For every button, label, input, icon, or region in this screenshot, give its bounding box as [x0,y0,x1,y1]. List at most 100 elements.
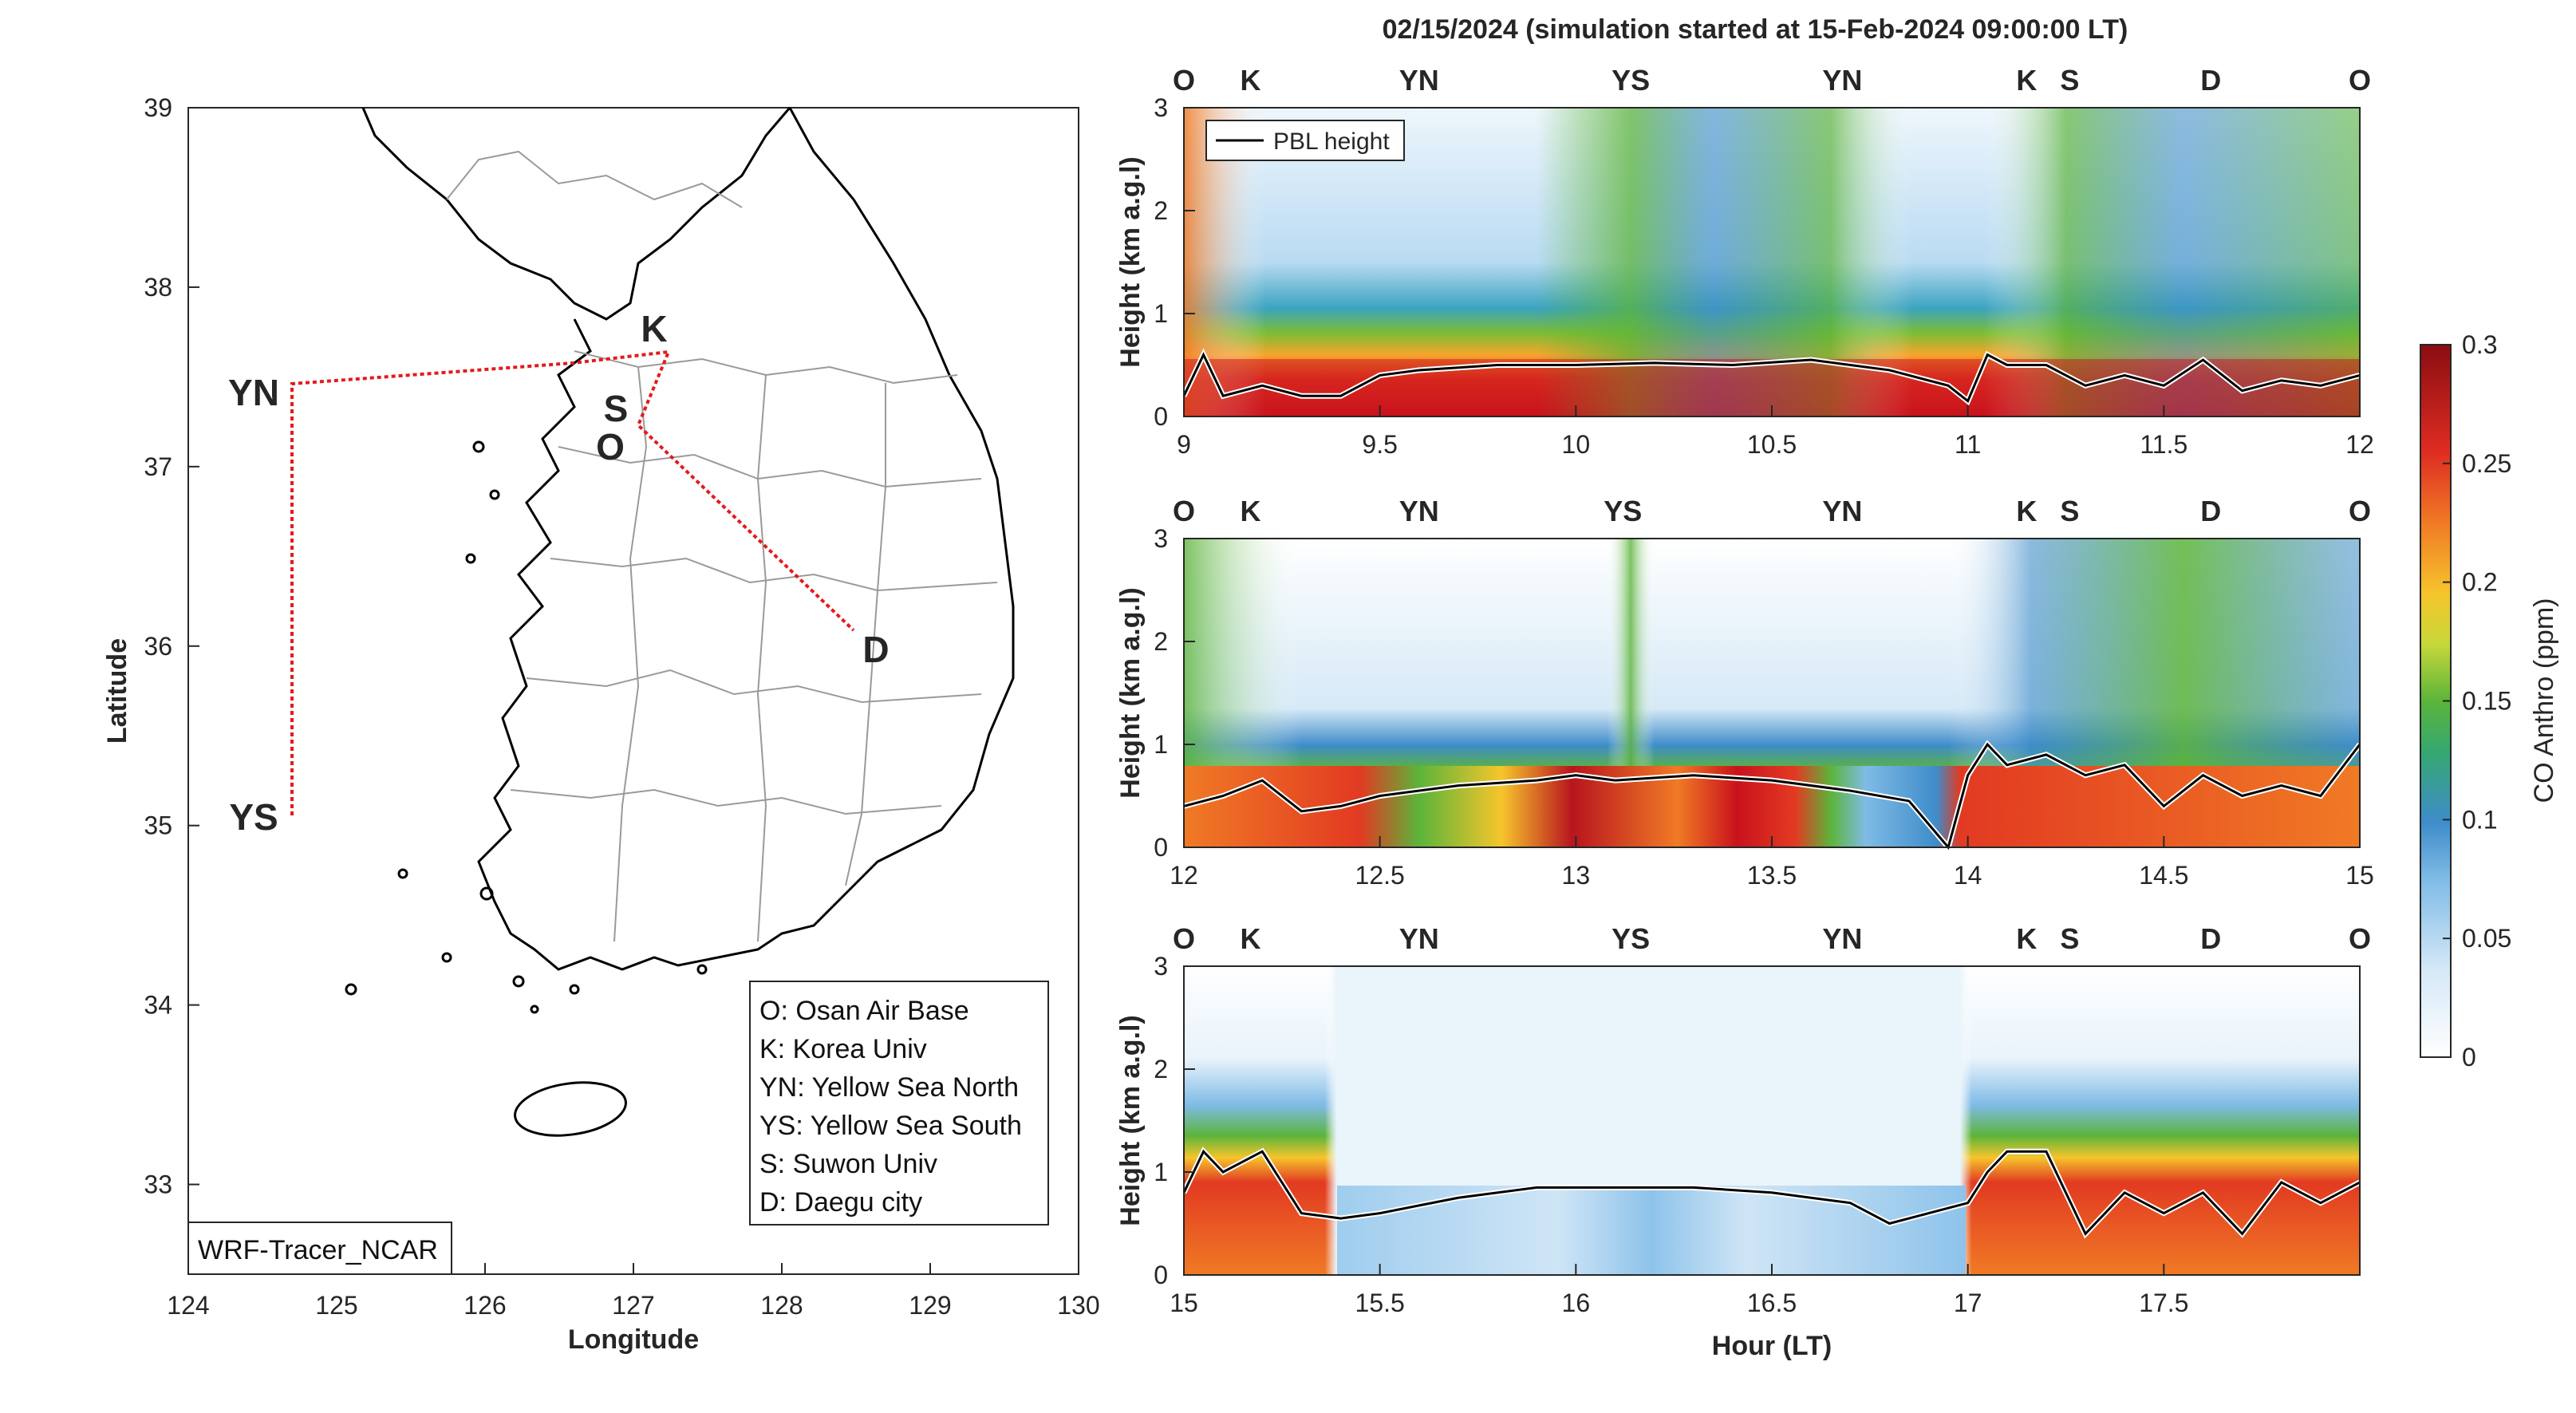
panel-xtick-label: 11.5 [2140,430,2187,459]
panel-xtick-label: 12 [1170,861,1198,890]
map-label-k: K [641,308,667,349]
panel-ytick-label: 2 [1154,1055,1168,1083]
map-ytick-label: 38 [144,273,172,302]
map-label-ys: YS [229,796,278,838]
panel-ytick-label: 0 [1154,1261,1168,1289]
panel-xtick-label: 15 [1170,1289,1198,1317]
map-xtick-label: 128 [760,1291,803,1320]
panel-ylabel: Height (km a.g.l) [1115,1015,1146,1226]
panel-xtick-label: 10.5 [1747,430,1797,459]
colorbar-tick-label: 0.05 [2462,924,2511,953]
site-marker-label: K [2016,64,2037,97]
site-marker-label: D [2200,922,2221,955]
site-marker-label: S [2060,495,2079,527]
site-marker-label: K [2016,495,2037,527]
site-marker-label: YN [1822,495,1862,527]
panel-ytick-label: 3 [1154,524,1168,553]
panel-ytick-label: 3 [1154,952,1168,981]
colorbar-tick-label: 0.2 [2462,568,2497,597]
map-landmass [361,107,1015,971]
site-marker-label: S [2060,922,2079,955]
panel-xtick-label: 15.5 [1355,1289,1405,1317]
pbl-height-line [1182,352,2361,404]
panel-xtick-label: 10 [1562,430,1591,459]
panel-xtick-label: 14 [1954,861,1982,890]
map-ticks: 124 125 126 127 128 129 130 33 34 35 36 37 38 39 [144,93,1099,1320]
map-xtick-label: 125 [315,1291,357,1320]
panel-ytick-label: 3 [1154,93,1168,122]
map-ylabel: Latitude [102,638,132,744]
site-marker-label: S [2060,64,2079,97]
panel-xtick-label: 16.5 [1747,1289,1797,1317]
panel-ytick-label: 1 [1154,299,1168,328]
panel-ytick-label: 0 [1154,402,1168,431]
model-tag: WRF-Tracer_NCAR [187,1222,452,1275]
panel-ytick-label: 0 [1154,833,1168,862]
site-marker-label: K [1241,495,1261,527]
pbl-legend-label: PBL height [1273,128,1390,155]
panel-xtick-label: 12.5 [1355,861,1405,890]
map-label-o: O [596,426,625,468]
map-xtick-label: 124 [167,1291,209,1320]
legend-item: YN: Yellow Sea North [759,1072,1019,1103]
site-marker-label: O [1173,64,1195,97]
colorbar-ticks: 0 0.05 0.1 0.15 0.2 0.25 0.3 [2443,330,2511,1072]
site-marker-label: K [2016,922,2037,955]
legend-item: YS: Yellow Sea South [759,1111,1022,1141]
colorbar-tick-label: 0.1 [2462,805,2497,834]
panel-xtick-label: 16 [1562,1289,1591,1317]
curtain-panel-3 [1184,966,2360,1275]
pbl-height-line [1183,742,2361,851]
map-ytick-label: 34 [144,991,172,1020]
panel-xtick-label: 12 [2345,430,2374,459]
map-label-d: D [862,629,889,670]
site-marker-label: D [2200,64,2221,97]
site-marker-label: K [1241,64,1261,97]
panel3-surface-layer [1337,1186,1966,1275]
figure-title: 02/15/2024 (simulation started at 15-Feb… [1383,14,2128,45]
map-ytick-label: 35 [144,811,172,840]
legend-item: K: Korea Univ [759,1034,927,1064]
site-marker-label: YN [1399,495,1439,527]
site-marker-label: YN [1399,64,1439,97]
site-marker-label: O [1173,495,1195,527]
legend-item: D: Daegu city [759,1187,922,1218]
site-marker-label: O [1173,922,1195,955]
site-marker-label: YN [1822,922,1862,955]
map-xtick-label: 129 [909,1291,951,1320]
site-marker-label: D [2200,495,2221,527]
panel-xtick-label: 14.5 [2139,861,2188,890]
panel-xtick-label: 17 [1954,1289,1982,1317]
panel-ytick-label: 1 [1154,1158,1168,1186]
site-marker-label: YN [1399,922,1439,955]
colorbar-tick-label: 0.3 [2462,330,2497,359]
pbl-height-line [1182,1149,2361,1237]
site-marker-label: K [1241,922,1261,955]
colorbar-tick-label: 0.25 [2462,449,2511,478]
map-panel: 124 125 126 127 128 129 130 33 34 35 36 37 38 39 YN [102,93,1100,1355]
map-label-s: S [604,388,629,429]
colorbar: 0 0.05 0.1 0.15 0.2 0.25 0.3 CO Anthro (ppm) [2420,330,2559,1072]
map-xtick-label: 130 [1057,1291,1099,1320]
panel-ytick-label: 1 [1154,730,1168,759]
panel-xtick-label: 9 [1177,430,1191,459]
panel-xtick-label: 17.5 [2139,1289,2188,1317]
map-ytick-label: 37 [144,452,172,481]
flight-route [290,349,855,815]
map-xlabel: Longitude [568,1324,699,1355]
panel-ylabel: Height (km a.g.l) [1115,156,1146,367]
map-ytick-label: 36 [144,632,172,661]
site-marker-label: YS [1611,64,1650,97]
panel-ylabel: Height (km a.g.l) [1115,587,1146,798]
map-xtick-label: 126 [464,1291,506,1320]
site-marker-label: O [2349,64,2371,97]
site-marker-label: O [2349,922,2371,955]
map-xtick-label: 127 [612,1291,654,1320]
model-tag-text: WRF-Tracer_NCAR [198,1235,438,1265]
panel-ytick-label: 2 [1154,627,1168,656]
legend-item: O: Osan Air Base [759,996,969,1026]
site-marker-label: YS [1604,495,1642,527]
colorbar-tick-label: 0.15 [2462,687,2511,716]
